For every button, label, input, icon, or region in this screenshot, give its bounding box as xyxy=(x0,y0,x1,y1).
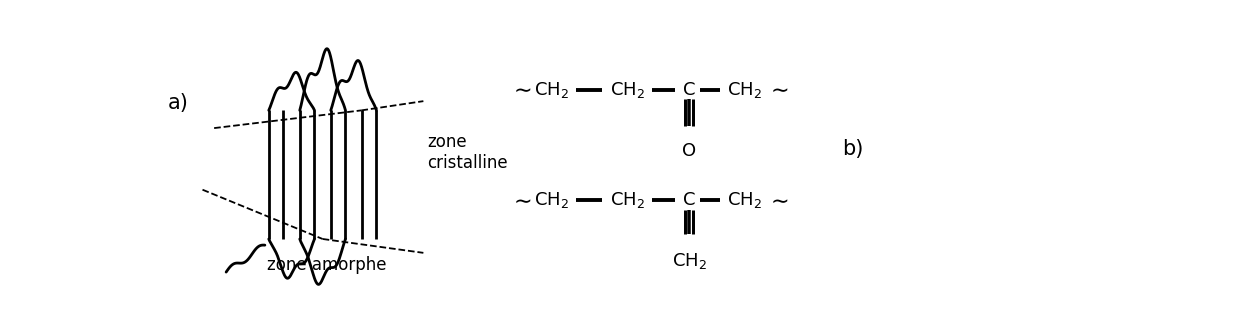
Text: $\sim$: $\sim$ xyxy=(766,80,789,99)
Text: $\sim$: $\sim$ xyxy=(509,191,532,210)
Text: zone
cristalline: zone cristalline xyxy=(427,133,508,172)
Text: $\sim$: $\sim$ xyxy=(509,80,532,99)
Text: CH$_2$: CH$_2$ xyxy=(610,80,645,99)
Text: C: C xyxy=(683,192,695,209)
Text: $\sim$: $\sim$ xyxy=(766,191,789,210)
Text: a): a) xyxy=(167,93,188,113)
Text: zone amorphe: zone amorphe xyxy=(267,256,386,274)
Text: CH$_2$: CH$_2$ xyxy=(728,80,763,99)
Text: CH$_2$: CH$_2$ xyxy=(534,80,569,99)
Text: CH$_2$: CH$_2$ xyxy=(671,251,706,270)
Text: b): b) xyxy=(842,139,864,159)
Text: CH$_2$: CH$_2$ xyxy=(534,191,569,210)
Text: CH$_2$: CH$_2$ xyxy=(610,191,645,210)
Text: C: C xyxy=(683,81,695,98)
Text: CH$_2$: CH$_2$ xyxy=(728,191,763,210)
Text: O: O xyxy=(683,142,696,160)
